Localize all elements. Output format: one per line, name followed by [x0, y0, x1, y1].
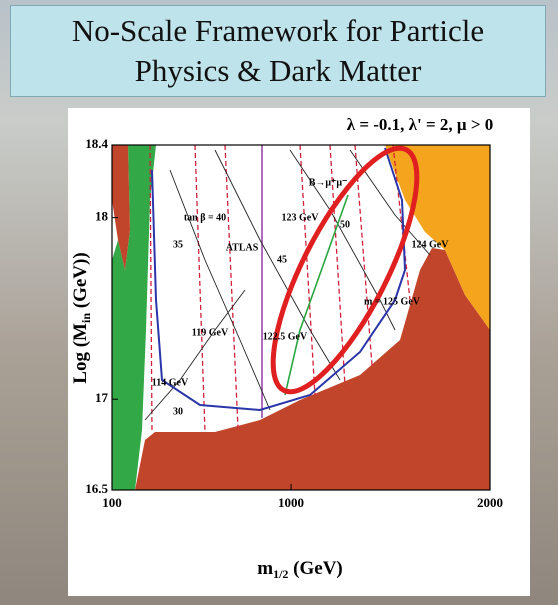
x-axis-label: m1/2 (GeV) [257, 558, 343, 580]
contour-label: 122.5 GeV [263, 331, 308, 342]
contour-label: B→μ⁺μ⁻ [309, 177, 348, 188]
y-tick-label: 17 [95, 390, 109, 405]
x-tick-label: 100 [102, 495, 122, 510]
contour-label: m = 125 GeV [364, 296, 421, 307]
contour-label: 119 GeV [192, 327, 229, 338]
x-tick-label: 1000 [278, 495, 304, 510]
x-label-sub: 1/2 [273, 567, 288, 581]
x-label-base: m [257, 558, 273, 579]
y-tick-label: 16.5 [85, 481, 108, 496]
x-tick-label: 2000 [477, 495, 503, 510]
contour-label: 50 [340, 219, 350, 230]
y-label-rest: (GeV)) [70, 252, 91, 313]
subtitle: λ = -0.1, λ' = 2, μ > 0 [347, 115, 494, 134]
slide: No-Scale Framework for Particle Physics … [0, 0, 558, 605]
contour-label: ATLAS [226, 242, 259, 253]
y-tick-label: 18 [95, 209, 109, 224]
x-label-rest: (GeV) [288, 558, 342, 579]
contour-label: 30 [173, 406, 183, 417]
y-tick-label: 18.4 [85, 136, 108, 151]
y-label-base: Log (M [70, 323, 91, 384]
contour-label: tan β = 40 [184, 212, 226, 223]
contour-label: 35 [173, 239, 183, 250]
chart: 100 1000 2000 16.5 17 18 18.4 tan β = 40 35 ATLA… [0, 0, 558, 605]
contour-label: 114 GeV [152, 377, 189, 388]
contour-label: 45 [277, 254, 287, 265]
y-label-sub: in [79, 313, 93, 323]
contour-label: 123 GeV [282, 212, 320, 223]
contour-label: 124 GeV [412, 239, 450, 250]
